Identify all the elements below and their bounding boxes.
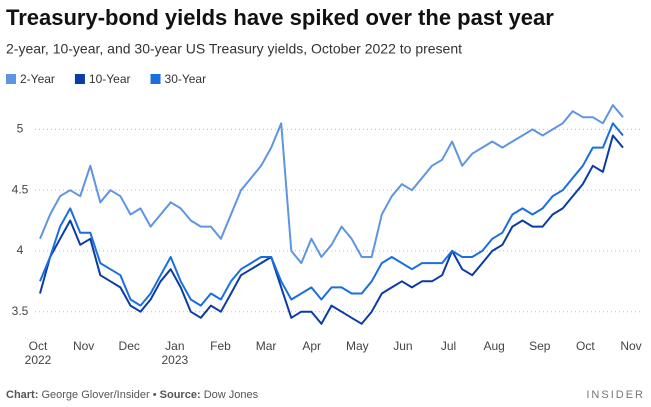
x-year-label: 2023	[161, 353, 188, 367]
credit: George Glover/Insider	[41, 389, 150, 401]
brand: INSIDER	[586, 389, 645, 401]
source-label: Source:	[160, 389, 201, 401]
x-tick-label: Oct	[576, 339, 595, 353]
legend-label: 2-Year	[20, 72, 55, 86]
series-line	[39, 134, 624, 325]
x-tick-label: Jul	[441, 339, 456, 353]
y-tick-label: 4.5	[12, 182, 29, 196]
chart-title: Treasury-bond yields have spiked over th…	[6, 5, 554, 30]
series-line	[39, 122, 624, 307]
legend-swatch	[6, 74, 16, 84]
legend-swatch	[150, 74, 161, 84]
x-tick-label: Dec	[119, 339, 140, 353]
x-tick-label: May	[346, 339, 369, 353]
x-year-label: 2022	[25, 353, 52, 367]
x-tick-label: Aug	[483, 339, 504, 353]
x-tick-label: Feb	[210, 339, 231, 353]
x-tick-label: Oct	[29, 339, 48, 353]
y-tick-label: 4	[17, 243, 24, 257]
footer: Chart: George Glover/Insider • Source: D…	[6, 389, 259, 401]
y-tick-label: 3.5	[12, 304, 29, 318]
chart-subtitle: 2-year, 10-year, and 30-year US Treasury…	[6, 41, 462, 57]
y-tick-label: 5	[17, 122, 24, 136]
x-tick-label: Nov	[620, 339, 641, 353]
x-tick-label: Mar	[256, 339, 277, 353]
x-tick-label: Jan	[165, 339, 184, 353]
x-tick-label: Nov	[73, 339, 94, 353]
legend-label: 30-Year	[165, 72, 207, 86]
source: Dow Jones	[204, 389, 259, 401]
x-tick-label: Sep	[529, 339, 551, 353]
credit-label: Chart:	[6, 389, 38, 401]
legend-label: 10-Year	[89, 72, 131, 86]
x-tick-label: Apr	[302, 339, 321, 353]
separator: •	[153, 389, 157, 401]
legend-swatch	[74, 74, 85, 84]
x-tick-label: Jun	[393, 339, 412, 353]
series-line	[39, 104, 624, 265]
